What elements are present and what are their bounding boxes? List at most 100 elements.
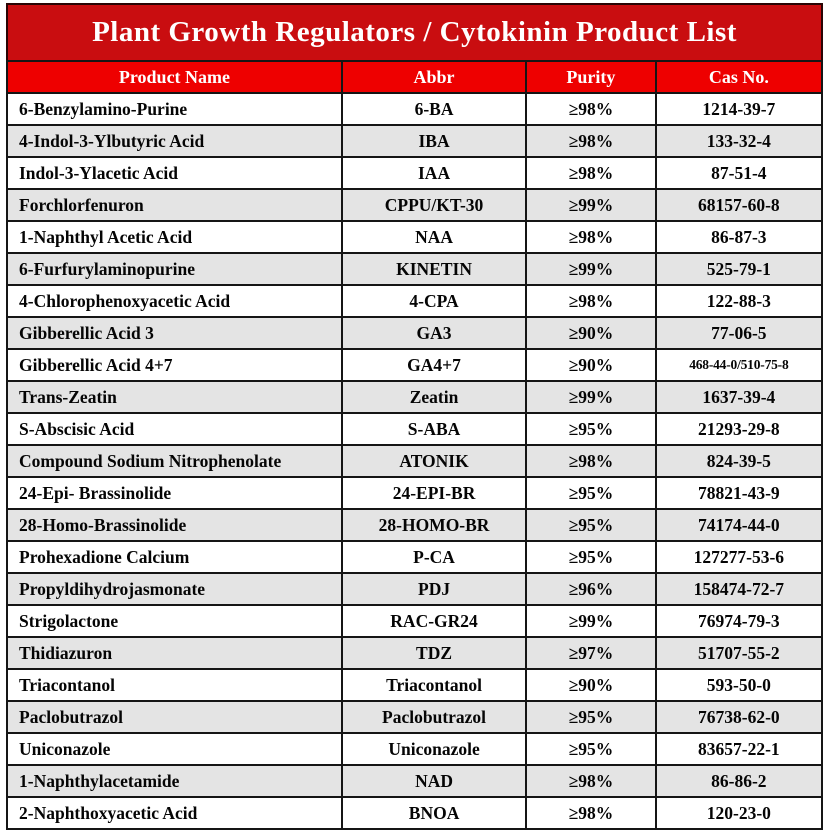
cas-cell: 86-87-3 <box>654 220 824 254</box>
abbr-cell: CPPU/KT-30 <box>340 188 528 222</box>
abbr-cell: Paclobutrazol <box>340 700 528 734</box>
product-name-cell: Compound Sodium Nitrophenolate <box>6 444 343 478</box>
table-row: Compound Sodium Nitrophenolate ATONIK ≥9… <box>6 444 824 478</box>
table-row: Trans-Zeatin Zeatin ≥99% 1637-39-4 <box>6 380 824 414</box>
header-row: Product Name Abbr Purity Cas No. <box>6 60 824 94</box>
product-name-cell: 1-Naphthylacetamide <box>6 764 343 798</box>
col-header-purity: Purity <box>525 60 657 94</box>
cas-cell: 21293-29-8 <box>654 412 824 446</box>
table-row: 24-Epi- Brassinolide 24-EPI-BR ≥95% 7882… <box>6 476 824 510</box>
abbr-cell: 28-HOMO-BR <box>340 508 528 542</box>
col-header-cas-no: Cas No. <box>654 60 824 94</box>
purity-cell: ≥97% <box>525 636 657 670</box>
abbr-cell: PDJ <box>340 572 528 606</box>
abbr-cell: P-CA <box>340 540 528 574</box>
table-row: Gibberellic Acid 4+7 GA4+7 ≥90% 468-44-0… <box>6 348 824 382</box>
abbr-cell: S-ABA <box>340 412 528 446</box>
product-table: Product Name Abbr Purity Cas No. 6-Benzy… <box>6 60 824 830</box>
cas-cell: 68157-60-8 <box>654 188 824 222</box>
table-body: 6-Benzylamino-Purine 6-BA ≥98% 1214-39-7… <box>6 92 824 830</box>
product-name-cell: Forchlorfenuron <box>6 188 343 222</box>
abbr-cell: TDZ <box>340 636 528 670</box>
table-row: Gibberellic Acid 3 GA3 ≥90% 77-06-5 <box>6 316 824 350</box>
cas-cell: 122-88-3 <box>654 284 824 318</box>
purity-cell: ≥98% <box>525 764 657 798</box>
col-header-abbr: Abbr <box>340 60 528 94</box>
cas-cell: 87-51-4 <box>654 156 824 190</box>
product-name-cell: 4-Indol-3-Ylbutyric Acid <box>6 124 343 158</box>
table-row: Thidiazuron TDZ ≥97% 51707-55-2 <box>6 636 824 670</box>
abbr-cell: Zeatin <box>340 380 528 414</box>
purity-cell: ≥95% <box>525 540 657 574</box>
table-row: 4-Chlorophenoxyacetic Acid 4-CPA ≥98% 12… <box>6 284 824 318</box>
page-title: Plant Growth Regulators / Cytokinin Prod… <box>6 3 823 60</box>
cas-cell: 86-86-2 <box>654 764 824 798</box>
abbr-cell: NAA <box>340 220 528 254</box>
table-row: 28-Homo-Brassinolide 28-HOMO-BR ≥95% 741… <box>6 508 824 542</box>
product-name-cell: Propyldihydrojasmonate <box>6 572 343 606</box>
purity-cell: ≥90% <box>525 316 657 350</box>
abbr-cell: Uniconazole <box>340 732 528 766</box>
table-row: 1-Naphthyl Acetic Acid NAA ≥98% 86-87-3 <box>6 220 824 254</box>
table-row: 1-Naphthylacetamide NAD ≥98% 86-86-2 <box>6 764 824 798</box>
product-name-cell: Prohexadione Calcium <box>6 540 343 574</box>
product-name-cell: Uniconazole <box>6 732 343 766</box>
cas-cell: 525-79-1 <box>654 252 824 286</box>
abbr-cell: IAA <box>340 156 528 190</box>
purity-cell: ≥90% <box>525 348 657 382</box>
product-name-cell: Thidiazuron <box>6 636 343 670</box>
product-name-cell: S-Abscisic Acid <box>6 412 343 446</box>
table-row: Indol-3-Ylacetic Acid IAA ≥98% 87-51-4 <box>6 156 824 190</box>
product-name-cell: Triacontanol <box>6 668 343 702</box>
purity-cell: ≥98% <box>525 220 657 254</box>
product-name-cell: 6-Furfurylaminopurine <box>6 252 343 286</box>
cas-cell: 76738-62-0 <box>654 700 824 734</box>
purity-cell: ≥98% <box>525 284 657 318</box>
cas-cell: 593-50-0 <box>654 668 824 702</box>
purity-cell: ≥95% <box>525 412 657 446</box>
product-name-cell: 1-Naphthyl Acetic Acid <box>6 220 343 254</box>
product-name-cell: Gibberellic Acid 3 <box>6 316 343 350</box>
abbr-cell: 24-EPI-BR <box>340 476 528 510</box>
cas-cell: 74174-44-0 <box>654 508 824 542</box>
cas-cell: 127277-53-6 <box>654 540 824 574</box>
abbr-cell: RAC-GR24 <box>340 604 528 638</box>
purity-cell: ≥98% <box>525 444 657 478</box>
purity-cell: ≥95% <box>525 732 657 766</box>
table-row: Forchlorfenuron CPPU/KT-30 ≥99% 68157-60… <box>6 188 824 222</box>
table-row: Propyldihydrojasmonate PDJ ≥96% 158474-7… <box>6 572 824 606</box>
product-name-cell: Strigolactone <box>6 604 343 638</box>
table-row: Paclobutrazol Paclobutrazol ≥95% 76738-6… <box>6 700 824 734</box>
abbr-cell: Triacontanol <box>340 668 528 702</box>
abbr-cell: IBA <box>340 124 528 158</box>
purity-cell: ≥99% <box>525 252 657 286</box>
cas-cell: 120-23-0 <box>654 796 824 830</box>
abbr-cell: 6-BA <box>340 92 528 126</box>
abbr-cell: 4-CPA <box>340 284 528 318</box>
table-row: Prohexadione Calcium P-CA ≥95% 127277-53… <box>6 540 824 574</box>
table-row: Triacontanol Triacontanol ≥90% 593-50-0 <box>6 668 824 702</box>
table-row: 6-Benzylamino-Purine 6-BA ≥98% 1214-39-7 <box>6 92 824 126</box>
purity-cell: ≥95% <box>525 476 657 510</box>
abbr-cell: GA4+7 <box>340 348 528 382</box>
cas-cell: 1214-39-7 <box>654 92 824 126</box>
abbr-cell: GA3 <box>340 316 528 350</box>
cas-cell: 158474-72-7 <box>654 572 824 606</box>
abbr-cell: ATONIK <box>340 444 528 478</box>
abbr-cell: BNOA <box>340 796 528 830</box>
abbr-cell: NAD <box>340 764 528 798</box>
table-row: 4-Indol-3-Ylbutyric Acid IBA ≥98% 133-32… <box>6 124 824 158</box>
table-row: Uniconazole Uniconazole ≥95% 83657-22-1 <box>6 732 824 766</box>
purity-cell: ≥99% <box>525 188 657 222</box>
table-row: 6-Furfurylaminopurine KINETIN ≥99% 525-7… <box>6 252 824 286</box>
product-name-cell: Gibberellic Acid 4+7 <box>6 348 343 382</box>
cas-cell: 78821-43-9 <box>654 476 824 510</box>
product-name-cell: 6-Benzylamino-Purine <box>6 92 343 126</box>
purity-cell: ≥98% <box>525 124 657 158</box>
cas-cell: 133-32-4 <box>654 124 824 158</box>
table-row: Strigolactone RAC-GR24 ≥99% 76974-79-3 <box>6 604 824 638</box>
col-header-product-name: Product Name <box>6 60 343 94</box>
purity-cell: ≥95% <box>525 700 657 734</box>
cas-cell: 468-44-0/510-75-8 <box>654 348 824 382</box>
